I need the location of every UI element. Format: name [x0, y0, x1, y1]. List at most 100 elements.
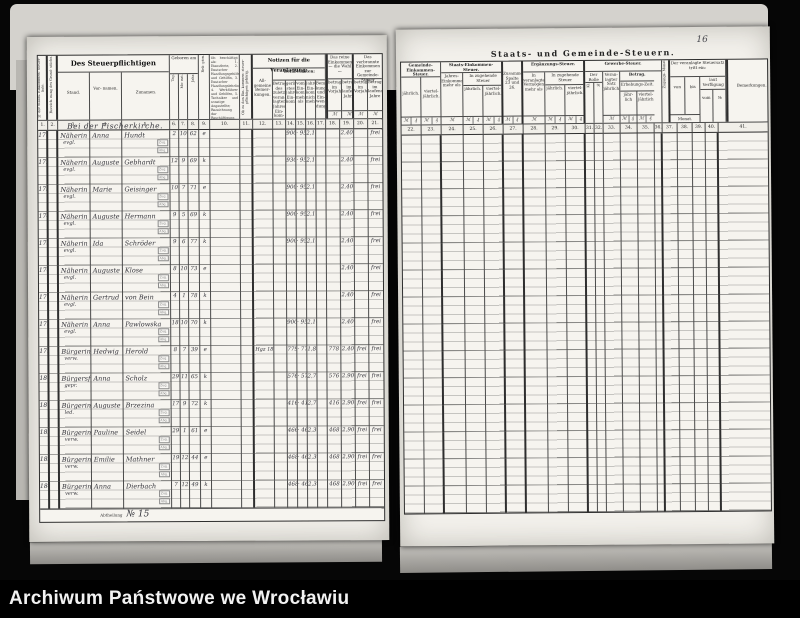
- column-number: 28.: [523, 124, 546, 134]
- column-number: 38.: [677, 123, 693, 133]
- abgang-stamp: Abg.: [158, 389, 170, 397]
- column-number: 31.: [585, 123, 595, 133]
- col10-header: Ob beschäftigt als: 1. Dienstbote, 2. De…: [209, 54, 241, 119]
- column-number: 2.: [48, 120, 59, 130]
- page-stack-bottom-right: [399, 543, 773, 573]
- zugang-stamp: Zug.: [158, 355, 170, 362]
- abgang-stamp: Abg.: [158, 497, 171, 505]
- footer-section-number: № 15: [126, 509, 150, 520]
- taxpayer-group: Des Steuerpflichtigen Stand. Vor- namen.…: [57, 55, 171, 120]
- right-body: [401, 132, 771, 514]
- zugang-stamp: Zug.: [157, 247, 169, 254]
- table-row: 178 Näherin evgl. Anna Pawlowska Zug. Abg.…: [39, 318, 384, 347]
- table-row: [403, 375, 771, 406]
- column-number: 33.: [603, 123, 621, 133]
- staats-steuer-group: Staats-Einkommen-Steuer. Jahres- Einkomm…: [441, 61, 504, 125]
- table-row: [402, 267, 770, 298]
- column-number: 12.: [253, 119, 274, 129]
- archive-name: Archiwum Państwowe we Wrocławiu: [9, 588, 350, 609]
- abgang-stamp: Abg.: [157, 362, 170, 370]
- abgang-stamp: Abg.: [157, 281, 169, 289]
- table-row: [402, 186, 769, 217]
- steuersatz-tritt-ein-group: Der veranlagte Steuersatz tritt ein: von…: [670, 59, 727, 123]
- table-row: [402, 213, 769, 244]
- caption-bar: Archiwum Państwowe we Wrocławiu: [0, 580, 800, 618]
- right-header: Gemeinde- Einkommen-Steuer. jährlich. ℳ ₰…: [401, 59, 776, 125]
- zugang-stamp: Zug.: [157, 193, 169, 200]
- column-number: 34.: [620, 123, 638, 133]
- table-row: [402, 240, 769, 271]
- column-number: 19.: [340, 119, 355, 129]
- table-row: 173 Näherin evgl. Marie Geisinger Zug. Abg…: [38, 183, 383, 212]
- left-page: Bei der Fischerkirche. № der Staats- Ein…: [26, 35, 390, 542]
- zugang-stamp: Zug.: [158, 463, 170, 470]
- table-row: 180 Bürgersfrau gepr. Anna Scholz Zug. Abg…: [39, 372, 384, 401]
- section-heading: Bei der Fischerkirche.: [67, 121, 164, 131]
- reine-einkommen-group: Das reine Einkommen — die Wahl — betrag …: [325, 54, 355, 119]
- abgang-stamp: Abg.: [157, 308, 170, 316]
- zugang-stamp: Zug.: [157, 301, 170, 308]
- column-number: 36.: [654, 123, 663, 133]
- abgang-stamp: Abg.: [158, 416, 170, 424]
- column-number: 15.: [296, 119, 307, 129]
- left-header: № der Staats- Einkommen- Steuer- liste. …: [37, 54, 383, 120]
- column-number: 14.: [286, 119, 297, 129]
- footer-caption: Abtheilung: [100, 512, 123, 518]
- notizen-group: Notizen für die Veranlagung: All- gemein…: [252, 54, 327, 119]
- col1-header: № der Staats- Einkommen- Steuer- liste.: [37, 55, 49, 120]
- abgang-stamp: Abg.: [158, 443, 170, 451]
- col11-header: Ob zu den Ein- kommen- steuer- pflichtig…: [239, 54, 254, 119]
- table-row: 179 Bürgerin verw. Hedwig Herold Zug. Abg.…: [39, 345, 384, 374]
- table-row: 181 Bürgerin led. Auguste Brzezina Zug. Ab…: [39, 399, 384, 428]
- column-number: 23.: [421, 125, 442, 135]
- bemerkungen-col: Bemerkungen.: [726, 59, 776, 122]
- zugang-stamp: Zug.: [156, 139, 169, 146]
- column-number: 25.: [463, 124, 484, 135]
- left-body: 171 Näherin evgl. Anna Hundt Zug. Abg. 2 1…: [38, 129, 385, 509]
- zusammen-col: Zusammen Spalte 23 und 26. ℳ ₰: [503, 61, 524, 124]
- table-row: [404, 429, 771, 460]
- table-row: 176 Näherin evgl. Auguste Klose Zug. Abg. …: [38, 264, 384, 293]
- abgang-stamp: Abg.: [157, 227, 169, 235]
- column-number: 35.: [637, 123, 655, 133]
- religion-header: Reli- gion.: [198, 54, 211, 120]
- col2-header: Bezeich- nung des Grund- stücks.: [47, 55, 59, 120]
- table-row: 171 Näherin evgl. Anna Hundt Zug. Abg. 2 1…: [38, 129, 383, 158]
- table-row: 174 Näherin evgl. Auguste Hermann Zug. Abg…: [38, 210, 383, 239]
- column-number: 27.: [503, 124, 524, 134]
- right-form-table: Gemeinde- Einkommen-Steuer. jährlich. ℳ ₰…: [400, 58, 776, 515]
- zugang-stamp: Zug.: [158, 409, 170, 416]
- zugang-stamp: Zug.: [157, 328, 170, 335]
- column-number: 40.: [705, 122, 719, 132]
- column-number: 17.: [316, 119, 327, 129]
- column-number: 22.: [401, 125, 422, 135]
- column-number: 29.: [545, 124, 566, 134]
- column-number: 16.: [306, 119, 317, 129]
- abgang-stamp: Abg.: [157, 335, 170, 343]
- table-row: [404, 456, 771, 487]
- zugang-stamp: Zug.: [157, 166, 169, 173]
- table-row: 183 Bürgerin verw. Emilie Mathner Zug. Abg…: [39, 453, 385, 482]
- zugang-stamp: Zug.: [157, 220, 169, 227]
- table-row: 184 Bürgerin verw. Anna Dierbach Zug. Abg.…: [40, 480, 385, 509]
- gemeinde-steuer-group: Gemeinde- Einkommen-Steuer. jährlich. ℳ ₰…: [401, 62, 442, 125]
- left-footer-row: Abtheilung № 15: [40, 507, 385, 522]
- page-stack-bottom-left: [29, 539, 383, 565]
- table-row: [401, 159, 769, 190]
- table-row: 175 Näherin evgl. Ida Schröder Zug. Abg. 9…: [38, 237, 383, 266]
- gewerbe-steuer-group: Gewerbe-Steuer. Der Rolle Kl. № Veran- l…: [585, 60, 663, 123]
- column-number: 24.: [441, 125, 464, 135]
- column-number: 1.: [38, 120, 49, 130]
- table-row: 177 Näherin evgl. Gertrud von Bein Zug. Ab…: [39, 291, 384, 320]
- right-page: 16 Staats- und Gemeinde-Steuern. Gemeind…: [395, 26, 776, 547]
- ergaenzungs-steuer-group: Ergänzungs-Steuer. In veranlagtem Vermög…: [523, 60, 586, 124]
- column-number: 21.: [371, 121, 379, 127]
- table-row: [403, 321, 770, 352]
- abgang-stamp: Abg.: [156, 146, 169, 154]
- geboren-group: Geboren am Tag. Mo- nat. Jahr.: [169, 55, 200, 120]
- column-number: 41.: [739, 124, 747, 130]
- column-number: 26.: [483, 124, 504, 134]
- table-row: [403, 294, 770, 325]
- page-number: 16: [696, 34, 708, 46]
